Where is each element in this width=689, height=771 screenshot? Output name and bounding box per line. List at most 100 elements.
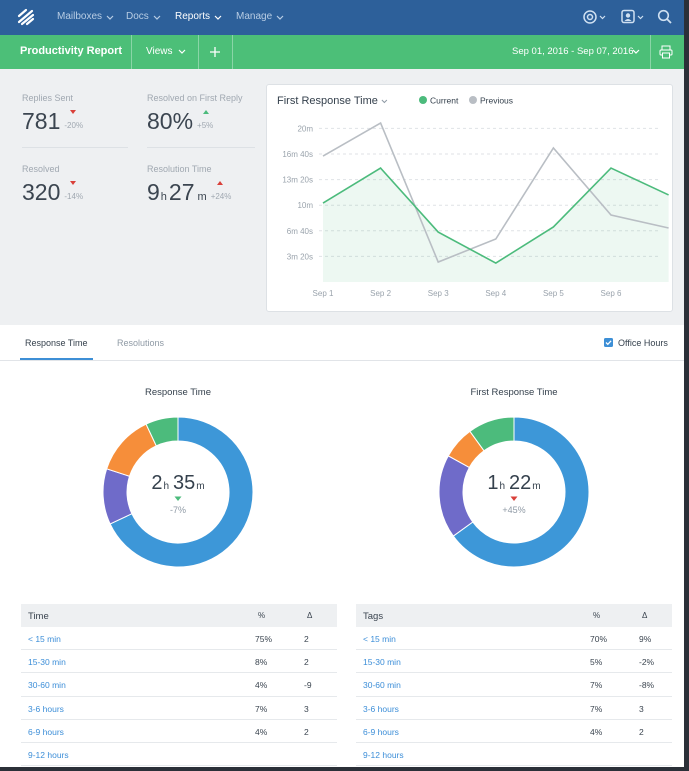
legend-dot: [419, 96, 427, 104]
x-tick-label: Sep 4: [485, 289, 506, 298]
table-cell: 3: [639, 703, 644, 714]
stat-value: 320: [22, 179, 61, 205]
donut-segment: [469, 416, 515, 452]
nav-item[interactable]: Mailboxes: [57, 11, 103, 22]
print-button[interactable]: [659, 45, 673, 59]
table-row-border: [356, 649, 672, 651]
donut-center-part: m: [196, 481, 204, 492]
table-header-cell: Δ: [307, 611, 313, 620]
checkbox[interactable]: [604, 338, 613, 347]
table-header-cell: %: [593, 611, 601, 620]
donut-center-part: m: [532, 481, 540, 492]
help-icon[interactable]: [583, 9, 607, 25]
table-cell: 2: [639, 726, 644, 737]
stat-label: Resolved on First Reply: [147, 93, 243, 103]
tab[interactable]: Resolutions: [117, 338, 165, 348]
stat-label: Replies Sent: [22, 93, 74, 103]
table-cell: 5%: [590, 657, 603, 668]
trend-arrow: [70, 181, 77, 185]
legend-label: Current: [430, 96, 459, 106]
table-header: [356, 604, 672, 627]
table-link[interactable]: 15-30 min: [363, 657, 401, 668]
table-header-cell: Tags: [363, 611, 384, 622]
table-link[interactable]: < 15 min: [363, 634, 396, 644]
add-button[interactable]: [209, 46, 221, 58]
views-button[interactable]: Views: [146, 46, 173, 57]
donut-title: First Response Time: [470, 387, 557, 398]
report-header: Productivity Report Views Sep 01, 2016 -…: [0, 35, 684, 69]
divider: [232, 35, 233, 69]
table-row-border: [356, 718, 672, 720]
stat-change: +5%: [197, 121, 214, 130]
divider: [22, 147, 128, 148]
caret-path: [214, 15, 222, 20]
checkbox-label[interactable]: Office Hours: [618, 338, 668, 348]
donut-center-part: 22: [509, 472, 531, 494]
donut-center-part: h: [499, 481, 505, 492]
table-link[interactable]: 30-60 min: [28, 680, 66, 691]
y-tick-label: 3m 20s: [287, 252, 313, 261]
nav-item[interactable]: Docs: [126, 11, 149, 22]
table-link[interactable]: 30-60 min: [363, 680, 401, 691]
donut-center-part: 35: [173, 472, 195, 494]
table-link[interactable]: < 15 min: [28, 634, 61, 644]
table-cell: 3: [304, 703, 309, 714]
legend-label: Previous: [480, 96, 513, 106]
stat-value: 9: [147, 179, 160, 205]
profile-icon[interactable]: [621, 9, 645, 25]
trend-arrow: [203, 110, 210, 114]
table-cell: 7%: [590, 703, 603, 714]
table-row-border: [356, 695, 672, 697]
table-cell: 4%: [590, 726, 603, 737]
donut-segment: [106, 423, 157, 477]
search-icon[interactable]: [657, 9, 673, 25]
table-header-cell: Time: [28, 611, 49, 622]
table-link[interactable]: 9-12 hours: [363, 750, 404, 760]
stat-value-row: 80%: [147, 108, 193, 135]
nav-item[interactable]: Reports: [175, 11, 211, 22]
table-link[interactable]: 9-12 hours: [28, 750, 69, 760]
y-tick-label: 6m 40s: [287, 227, 313, 236]
logo[interactable]: [17, 8, 35, 26]
trend-arrow: [510, 496, 518, 501]
table-link[interactable]: 15-30 min: [28, 657, 66, 668]
donut-segment: [109, 416, 254, 568]
table-row-border: [356, 742, 672, 743]
table-row-border: [21, 718, 337, 720]
report-title: Productivity Report: [20, 45, 123, 57]
stat-value-row: 781: [22, 108, 60, 135]
check-mark: [605, 340, 612, 346]
caret-path: [276, 15, 284, 20]
divider: [147, 147, 255, 148]
table-cell: 75%: [255, 634, 273, 644]
table-header: [21, 604, 337, 627]
table-row-border: [21, 695, 337, 697]
y-tick-label: 13m 20s: [282, 176, 313, 185]
table-row-border: [21, 742, 337, 743]
y-tick-label: 10m: [297, 201, 313, 210]
table-cell: -2%: [639, 657, 655, 668]
table-link[interactable]: 3-6 hours: [28, 703, 64, 714]
table-cell: -9: [304, 680, 312, 691]
stat-unit: m: [197, 191, 207, 203]
table-link[interactable]: 3-6 hours: [363, 703, 399, 714]
caret[interactable]: [381, 99, 388, 104]
table-row-border: [356, 672, 672, 674]
nav-item[interactable]: Manage: [236, 11, 273, 22]
stat-value: 80%: [147, 108, 194, 134]
table-cell: 2: [304, 634, 309, 644]
table-cell: 7%: [590, 680, 603, 691]
caret: [106, 15, 114, 20]
table-link[interactable]: 6-9 hours: [28, 726, 64, 737]
stat-change: -14%: [64, 192, 84, 201]
donut-segment: [438, 455, 474, 537]
stat-label: Resolved: [22, 164, 60, 174]
caret: [632, 49, 640, 54]
date-range[interactable]: Sep 01, 2016 - Sep 07, 2016: [512, 46, 634, 57]
table-cell: 2: [304, 657, 309, 668]
table-link[interactable]: 6-9 hours: [363, 726, 399, 737]
tab-underline: [20, 358, 93, 360]
tab[interactable]: Response Time: [25, 338, 88, 348]
donut-center-part: h: [163, 481, 169, 492]
line-chart: First Response Time Current Previous 3m 20s…: [277, 95, 669, 298]
